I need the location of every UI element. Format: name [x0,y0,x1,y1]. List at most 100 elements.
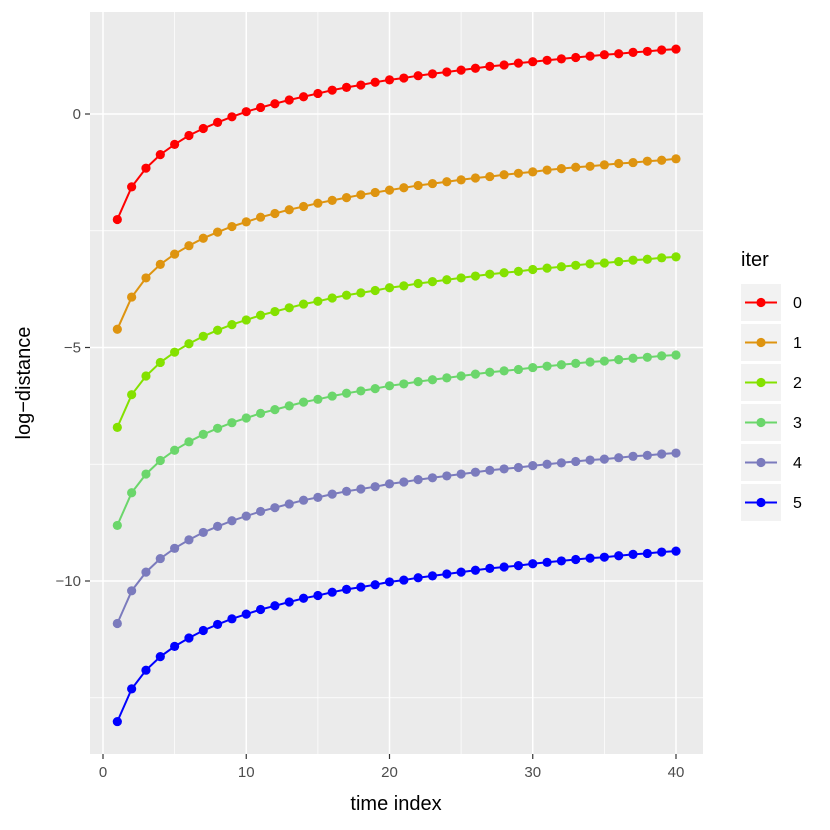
data-point [298,397,309,407]
data-point [213,117,223,128]
data-point [356,288,366,298]
series-layer [112,44,681,727]
data-point [571,260,581,270]
data-point [427,473,438,483]
data-point [213,619,223,630]
data-point [170,641,180,651]
data-point [571,162,581,172]
data-point [628,47,638,57]
data-point [198,123,208,134]
data-point [298,201,309,212]
data-point [198,527,208,538]
data-point [255,408,266,418]
data-point [614,256,624,267]
data-point [642,352,652,362]
data-point [585,553,595,563]
data-point [213,521,223,531]
series-2 [112,252,681,432]
data-point [456,65,466,75]
data-point [313,88,323,99]
data-point [341,584,352,595]
data-point [284,401,294,411]
data-point [528,559,538,569]
data-point [485,171,495,182]
legend: 0 1 2 3 4 5 [741,284,802,521]
data-point [413,475,423,485]
data-point [499,366,509,376]
data-point [170,445,180,455]
data-point [614,355,624,365]
data-point [370,383,380,394]
data-point [227,112,237,122]
data-point [198,331,208,341]
data-point [614,453,624,463]
data-point [341,192,352,203]
data-point [141,469,151,479]
series-line [116,157,677,330]
data-point [413,376,423,387]
data-point [141,665,151,675]
data-point [442,569,452,579]
data-point [184,437,194,447]
legend-item-0: 0 [741,284,802,321]
data-point [384,479,395,489]
data-point [442,275,452,285]
y-tick-label: −10 [56,573,81,590]
data-point [657,253,667,263]
x-axis-title: time index [350,793,441,815]
data-point [356,484,366,494]
data-point [614,551,624,561]
series-line [116,255,677,428]
data-point [270,601,280,611]
data-point [513,58,524,68]
data-point [399,575,409,585]
data-point [513,364,524,375]
data-point [284,597,294,607]
data-point [341,82,352,92]
data-point [671,350,681,360]
data-point [184,339,194,349]
data-point [198,233,208,243]
data-point [413,573,423,583]
data-point [542,361,552,371]
data-point [599,356,609,366]
data-point [585,259,595,269]
data-point [528,264,538,275]
legend-label: 2 [793,375,802,392]
data-point [542,165,552,175]
data-point [313,296,323,306]
data-point [470,271,481,281]
data-point [528,167,538,177]
data-point [528,57,538,67]
data-point [284,303,294,313]
data-point [356,386,366,396]
data-point [657,155,667,165]
data-point [456,469,466,479]
data-point [456,371,466,381]
data-point [370,187,380,198]
data-point [399,477,409,487]
data-point [628,451,638,461]
data-point [370,285,380,296]
data-point [198,429,208,439]
data-point [499,562,509,572]
x-tick-label: 0 [99,764,107,781]
data-point [255,212,266,222]
data-point [542,263,552,273]
data-point [642,450,652,460]
y-tick-label: −5 [64,340,81,357]
data-point [399,379,409,389]
data-point [313,492,323,503]
data-point [184,633,194,643]
data-point [255,310,266,320]
data-point [298,92,309,102]
data-point [298,299,309,309]
data-point [284,499,294,509]
data-point [413,278,423,289]
data-point [155,357,165,368]
data-point [341,388,352,398]
data-point [657,547,667,557]
data-point [227,418,237,428]
data-point [313,590,323,601]
